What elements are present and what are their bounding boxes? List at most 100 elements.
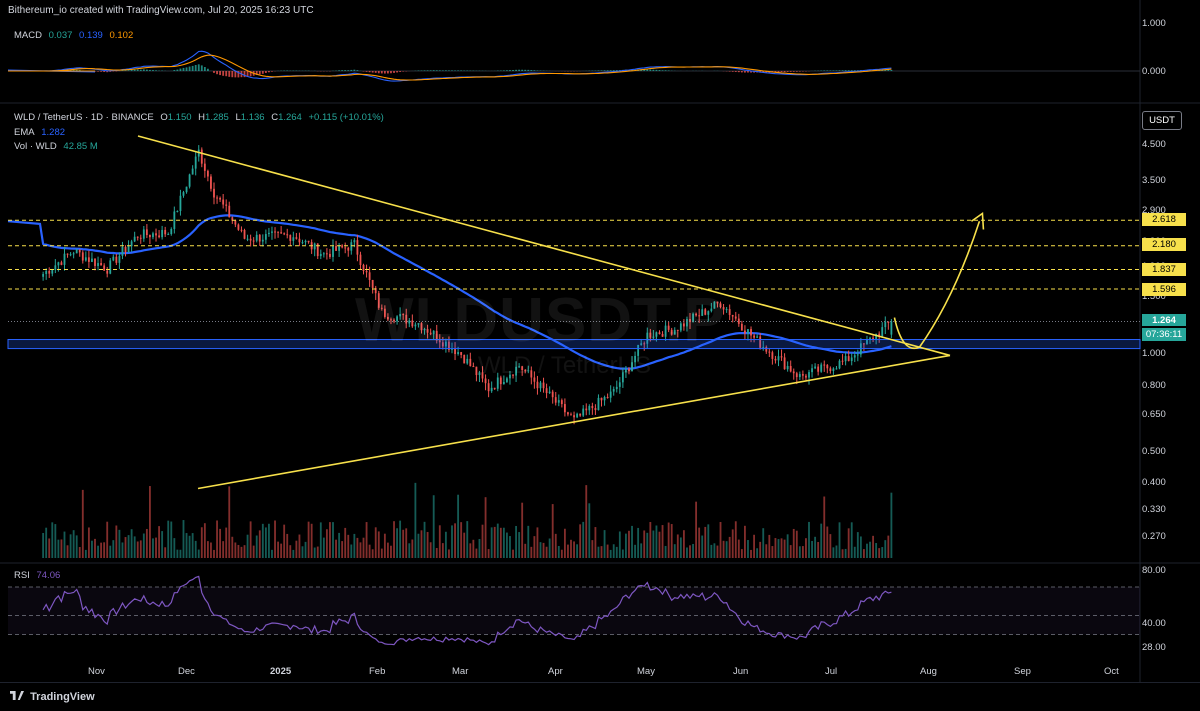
fib-levels [7,219,1141,350]
rsi-legend[interactable]: RSI 74.06 [14,570,64,581]
macd-hist-bar [460,70,463,71]
candle-body [591,405,594,409]
macd-hist-bar [850,70,853,71]
candle-body [286,234,289,236]
candle-body [887,321,890,323]
volume-legend[interactable]: Vol · WLD 42.85 M [14,141,102,152]
ema-line-path [7,214,892,370]
volume-bar [243,545,246,558]
volume-bar [734,521,737,558]
volume-bar [676,534,679,558]
macd-hist-bar [744,71,746,73]
volume-bar [405,528,408,558]
candle-body [454,348,456,355]
ema-legend[interactable]: EMA 1.282 [14,127,69,138]
macd-hist-bar [823,70,826,71]
macd-hist-bar [219,71,222,76]
currency-button[interactable]: USDT [1142,111,1182,130]
volume-bar [167,520,170,558]
candle-body [570,414,572,416]
volume-bar [466,521,469,558]
candle-body [383,308,386,317]
candle-body [362,264,365,271]
ema-value: 1.282 [41,127,66,138]
volume-bar [429,542,432,558]
macd-hist-bar [213,71,215,73]
macd-legend[interactable]: MACD 0.037 0.139 0.102 [14,30,137,41]
volume-bar [200,527,203,558]
volume-bar [54,524,57,558]
macd-hist-bar [612,70,615,71]
volume-bar [765,544,768,558]
volume-bar [264,527,267,558]
candle-body [698,315,701,317]
macd-hist-bar [197,64,200,71]
volume-bar [679,537,682,558]
volume-bar [448,549,450,558]
candle-body [707,311,710,315]
ema-label: EMA [14,127,35,138]
volume-bar [335,539,337,558]
tradingview-logo[interactable]: TradingView [10,691,95,703]
candle-body [777,356,780,361]
volume-bar [81,489,84,558]
price-axis-tick: 4.500 [1142,139,1166,150]
macd-hist-bar [97,71,99,72]
candle-body [481,372,484,379]
volume-bar [832,547,835,558]
candle-body [57,262,60,266]
volume-bar [261,523,264,558]
volume-bar [216,520,218,558]
volume-bar [615,546,618,558]
volume-bar [435,547,438,558]
macd-hist-bar [774,71,777,73]
macd-hist-bar [438,70,441,71]
volume-bar [341,541,344,558]
volume-bar [820,523,823,558]
volume-bar [850,522,853,558]
macd-hist-bar [832,70,835,71]
candle-body [600,397,603,401]
volume-bar [338,532,341,558]
volume-bar [176,549,179,558]
candle-body [798,374,801,378]
candle-body [84,257,87,261]
volume-bar [121,542,124,558]
candle-body [692,313,694,323]
volume-bar [518,532,521,558]
volume-value: 42.85 M [63,141,98,152]
volume-bar [316,546,319,558]
volume-bar [744,525,746,558]
candle-body [475,366,478,376]
candle-body [487,383,490,392]
volume-bar [396,528,398,558]
candle-body [149,235,151,238]
candle-body [380,307,383,309]
candle-body [673,329,676,335]
candle-body [216,197,218,199]
volume-bar [87,527,90,558]
macd-hist-bar [350,69,353,71]
volume-bar [661,525,664,558]
candle-body [234,220,237,225]
volume-bar [573,541,575,558]
macd-hist-bar [423,70,426,71]
candle-body [771,352,774,359]
low-label: L [235,112,241,123]
candle-body [710,308,713,312]
candle-body [295,237,298,239]
macd-hist-bar [530,70,533,71]
candle-body [801,374,804,376]
candle-body [878,333,881,337]
macd-hist-bar [353,69,356,71]
candle-body [335,245,337,251]
volume-bar [719,522,722,558]
symbol-legend[interactable]: WLD / TetherUS · 1D · BINANCE O1.150 H1.… [14,112,388,123]
macd-hist-bar [890,69,893,71]
macd-hist-bar [127,70,130,71]
candle-body [188,174,191,187]
volume-bar [652,530,655,558]
candle-body [756,336,759,338]
volume-bar [460,522,463,558]
